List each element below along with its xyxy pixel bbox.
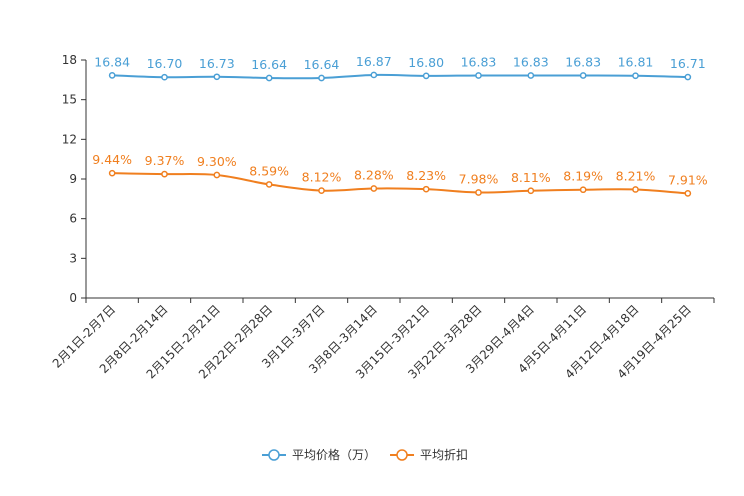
series-2-point[interactable] [579, 186, 587, 194]
series-2-data-label: 8.23% [406, 168, 446, 183]
series-1-data-label: 16.73 [199, 56, 235, 71]
series-2-point[interactable] [318, 187, 325, 194]
y-tick-label: 3 [69, 251, 77, 265]
series-2-point[interactable] [527, 187, 535, 195]
series-1-point[interactable] [632, 72, 639, 80]
legend-label: 平均价格（万） [292, 447, 376, 462]
series-1-data-label: 16.71 [670, 56, 706, 71]
series-2-data-label: 8.21% [616, 168, 656, 183]
series-2-point[interactable] [213, 171, 221, 179]
series-1-data-label: 16.81 [618, 55, 654, 70]
legend-marker-icon [396, 449, 408, 461]
series-1-data-label: 16.70 [147, 56, 183, 71]
series-2-point[interactable] [265, 181, 273, 188]
series-line-2 [112, 172, 688, 195]
series-1-point[interactable] [265, 74, 273, 82]
series-1-point[interactable] [684, 73, 692, 81]
series-1-data-label: 16.83 [461, 54, 497, 69]
series-1-point[interactable] [475, 72, 482, 79]
series-1-point[interactable] [370, 71, 378, 79]
series-2-data-label: 9.44% [92, 152, 132, 167]
y-tick-label: 9 [69, 172, 77, 186]
series-1-point[interactable] [213, 73, 221, 81]
data-labels: 16.84 16.70 16.73 16.64 16.64 16.87 16.80 16.83… [92, 54, 707, 187]
series-2-data-label: 9.30% [197, 154, 237, 169]
series-2-point[interactable] [475, 189, 482, 196]
series-2-point[interactable] [161, 170, 168, 178]
series-1-data-label: 16.83 [565, 54, 601, 69]
series-2-data-label: 8.11% [511, 170, 551, 185]
series-line-1 [112, 73, 688, 80]
series-2-data-label: 8.59% [249, 163, 289, 178]
y-tick-label: 18 [62, 53, 77, 67]
y-tick-label: 12 [62, 132, 77, 146]
series-2-point[interactable] [370, 185, 378, 192]
legend-item-2[interactable]: 平均折扣 [390, 447, 468, 462]
legend-item-1[interactable]: 平均价格（万） [262, 447, 376, 462]
series-1-data-label: 16.64 [304, 57, 340, 72]
series-2-data-label: 8.28% [354, 168, 394, 183]
legend: 平均价格（万） 平均折扣 [262, 447, 468, 462]
series-1-point[interactable] [108, 71, 116, 79]
series-2-point[interactable] [108, 169, 116, 177]
y-tick-label: 6 [69, 212, 77, 226]
series-2-point[interactable] [422, 185, 430, 193]
legend-marker-icon [268, 449, 280, 461]
series-1-point[interactable] [527, 72, 535, 79]
series-points [108, 71, 692, 197]
series-1-point[interactable] [161, 73, 168, 81]
series-2-data-label: 8.12% [302, 170, 342, 185]
axes: 03691215182月1日-2月7日2月8日-2月14日2月15日-2月21日… [50, 53, 715, 382]
series-lines [112, 73, 688, 195]
series-1-data-label: 16.84 [94, 54, 130, 69]
series-2-point[interactable] [632, 186, 639, 193]
series-1-point[interactable] [579, 72, 587, 79]
series-1-data-label: 16.80 [408, 55, 444, 70]
legend-label: 平均折扣 [420, 447, 468, 462]
series-1-data-label: 16.87 [356, 54, 392, 69]
series-1-data-label: 16.83 [513, 54, 549, 69]
series-2-point[interactable] [684, 190, 692, 197]
series-2-data-label: 7.91% [668, 172, 708, 187]
series-2-data-label: 9.37% [145, 153, 185, 168]
y-tick-label: 0 [69, 291, 77, 305]
y-tick-label: 15 [62, 93, 77, 107]
series-2-data-label: 7.98% [459, 171, 499, 186]
series-1-point[interactable] [422, 72, 430, 80]
series-2-data-label: 8.19% [563, 169, 603, 184]
series-1-point[interactable] [318, 74, 325, 82]
series-1-data-label: 16.64 [251, 57, 287, 72]
